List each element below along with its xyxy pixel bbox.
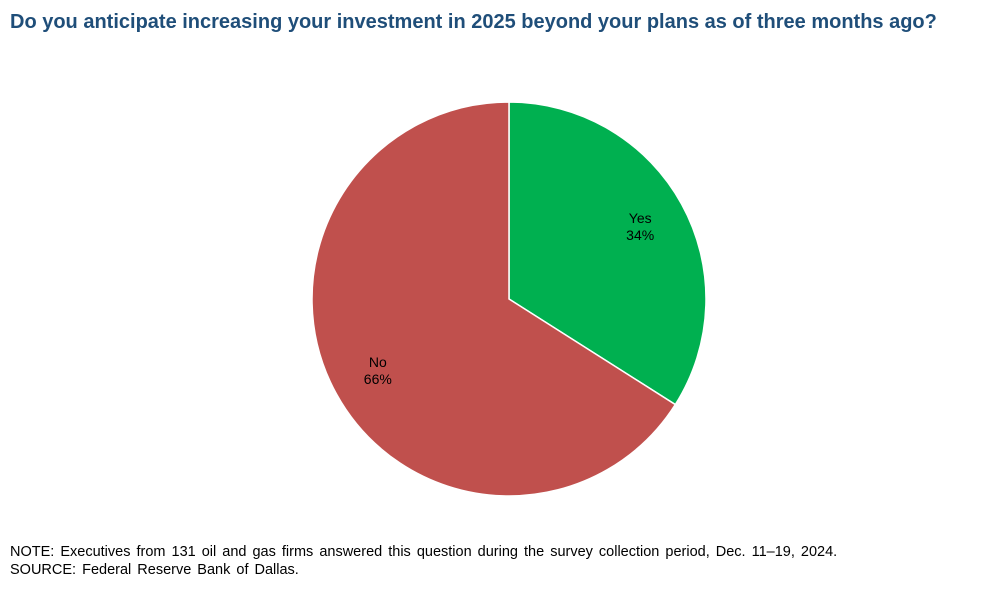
source-text: SOURCE: Federal Reserve Bank of Dallas. [10, 562, 299, 578]
pie-slices [311, 101, 707, 497]
chart-footer: NOTE: Executives from 131 oil and gas fi… [10, 543, 988, 579]
slice-value-no: 66% [364, 371, 392, 387]
slice-label-no: No [369, 354, 387, 370]
note-text: NOTE: Executives from 131 oil and gas fi… [10, 544, 838, 560]
slice-value-yes: 34% [626, 227, 654, 243]
pie-slice-yes [508, 101, 707, 406]
slice-label-yes: Yes [629, 210, 652, 226]
pie-slice-no [311, 101, 677, 497]
chart-title: Do you anticipate increasing your invest… [10, 11, 937, 33]
